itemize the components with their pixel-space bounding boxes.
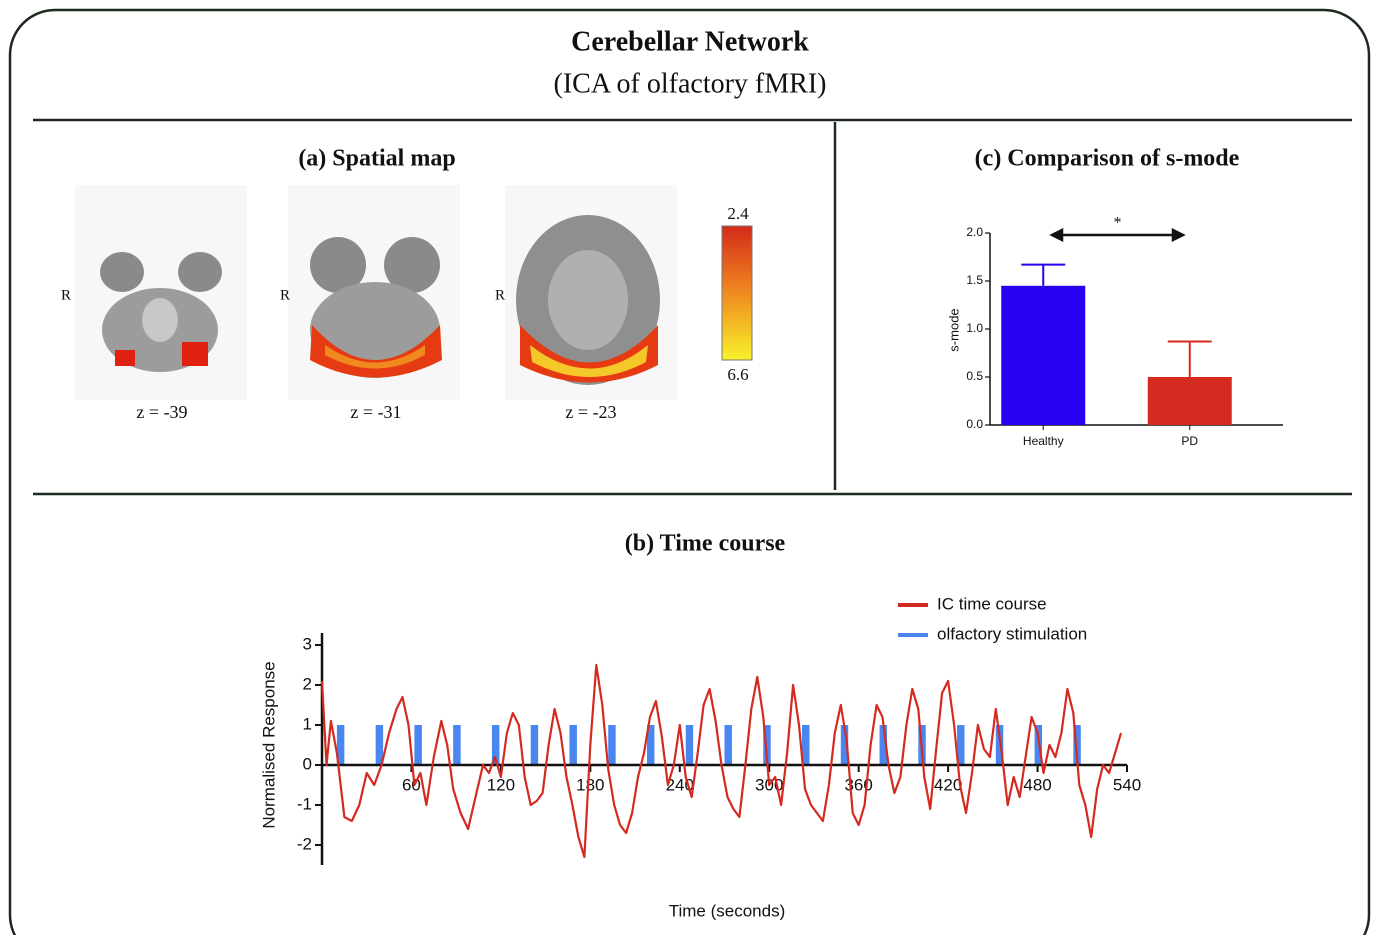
orientation-label: R <box>280 287 290 303</box>
figure-title: Cerebellar Network <box>571 26 809 57</box>
y-tick-label: 0.0 <box>966 417 983 431</box>
panel-title: (a) Spatial map <box>298 146 455 172</box>
legend-label: IC time course <box>937 594 1047 613</box>
orientation-label: R <box>61 287 71 303</box>
colorbar-label: 6.6 <box>727 365 748 384</box>
y-tick-label: 1.5 <box>966 273 983 287</box>
y-tick-label: 2 <box>303 674 312 693</box>
x-tick-label: 120 <box>487 775 515 794</box>
slice-label: z = -31 <box>350 402 401 422</box>
y-tick-label: 0 <box>303 754 312 773</box>
brain-slice <box>288 185 460 400</box>
annotation: * <box>1114 215 1122 232</box>
bar <box>1148 377 1232 425</box>
stimulation-block <box>453 725 460 765</box>
brain-slice <box>505 185 677 400</box>
y-axis-label: s-mode <box>946 308 961 351</box>
y-tick-label: 1.0 <box>966 321 983 335</box>
y-tick-label: -2 <box>297 834 312 853</box>
bar <box>1001 286 1085 425</box>
x-tick-label: PD <box>1181 434 1198 448</box>
orientation-label: R <box>495 287 505 303</box>
slice-label: z = -39 <box>136 402 187 422</box>
stimulation-block <box>686 725 693 765</box>
figure: Cerebellar Network (ICA of olfactory fMR… <box>0 0 1379 935</box>
x-axis-label: Time (seconds) <box>669 901 786 920</box>
y-tick-label: 1 <box>303 714 312 733</box>
x-tick-label: 180 <box>576 775 604 794</box>
y-axis-label: Normalised Response <box>259 661 278 828</box>
chart-title: (b) Time course <box>625 531 786 557</box>
figure-subtitle: (ICA of olfactory fMRI) <box>554 68 827 99</box>
stimulation-block <box>608 725 615 765</box>
y-tick-label: 2.0 <box>966 225 983 239</box>
brain-slice <box>75 185 247 400</box>
stimulation-block <box>569 725 576 765</box>
y-tick-label: 0.5 <box>966 369 983 383</box>
y-tick-label: 3 <box>303 634 312 653</box>
stimulation-block <box>531 725 538 765</box>
x-tick-label: 420 <box>934 775 962 794</box>
legend-label: olfactory stimulation <box>937 624 1087 643</box>
x-tick-label: Healthy <box>1023 434 1064 448</box>
stimulation-block <box>414 725 421 765</box>
x-tick-label: 540 <box>1113 775 1141 794</box>
chart-title: (c) Comparison of s-mode <box>975 146 1240 172</box>
slice-label: z = -23 <box>565 402 616 422</box>
colorbar <box>722 226 752 360</box>
colorbar-label: 2.4 <box>727 204 749 223</box>
y-tick-label: -1 <box>297 794 312 813</box>
x-tick-label: 480 <box>1023 775 1051 794</box>
stimulation-block <box>725 725 732 765</box>
